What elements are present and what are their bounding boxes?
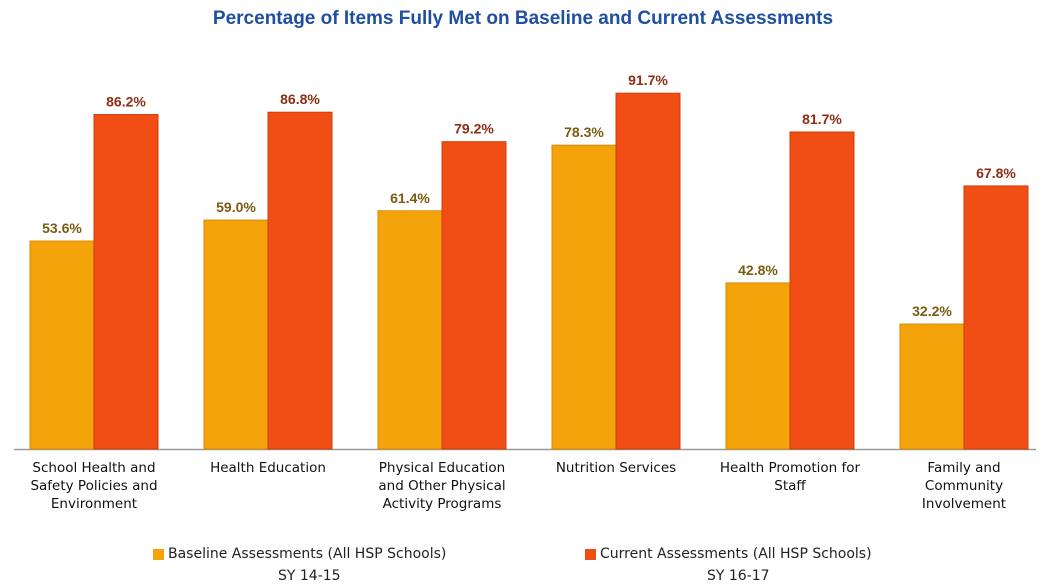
chart-title: Percentage of Items Fully Met on Baselin… (212, 8, 834, 29)
legend-subtitle-current: SY 16-17 (707, 568, 770, 584)
category-label-4-line-1: Staff (774, 478, 806, 494)
bar-baseline-2 (377, 210, 443, 450)
data-label-baseline-0: 53.6% (42, 220, 82, 236)
data-label-baseline-1: 59.0% (216, 199, 256, 215)
category-label-1-line-0: Health Education (210, 460, 326, 476)
data-label-baseline-3: 78.3% (564, 124, 604, 140)
data-label-current-3: 91.7% (628, 72, 668, 88)
legend-label-current: Current Assessments (All HSP Schools) (600, 546, 872, 562)
bar-baseline-3 (551, 144, 617, 450)
category-label-0-line-2: Environment (51, 496, 137, 512)
data-label-baseline-5: 32.2% (912, 303, 952, 319)
category-label-2-line-1: and Other Physical (378, 478, 505, 494)
legend-item-current: Current Assessments (All HSP Schools) (585, 546, 872, 562)
bar-current-2 (441, 141, 507, 450)
legend-item-baseline: Baseline Assessments (All HSP Schools) (153, 546, 446, 562)
bar-current-4 (789, 131, 855, 450)
data-label-current-0: 86.2% (106, 94, 146, 110)
bar-baseline-1 (203, 219, 269, 450)
legend-label-baseline: Baseline Assessments (All HSP Schools) (168, 546, 447, 562)
category-label-2-line-2: Activity Programs (383, 496, 502, 512)
bar-baseline-4 (725, 282, 791, 450)
category-label-5-line-2: Involvement (922, 496, 1006, 512)
data-label-current-2: 79.2% (454, 121, 494, 137)
category-label-0-line-1: Safety Policies and (30, 478, 157, 494)
bar-current-5 (963, 185, 1029, 450)
legend: Baseline Assessments (All HSP Schools) S… (0, 546, 1046, 586)
data-label-current-5: 67.8% (976, 165, 1016, 181)
category-label-0-line-0: School Health and (32, 460, 155, 476)
bar-current-1 (267, 111, 333, 450)
bar-current-3 (615, 92, 681, 450)
bar-baseline-5 (899, 323, 965, 450)
data-label-baseline-4: 42.8% (738, 262, 778, 278)
category-label-2-line-0: Physical Education (379, 460, 505, 476)
legend-swatch-current (585, 548, 596, 560)
legend-swatch-baseline (153, 548, 164, 560)
legend-subtitle-baseline: SY 14-15 (278, 568, 341, 584)
bar-baseline-0 (29, 240, 95, 450)
category-label-5-line-0: Family and (927, 460, 1000, 476)
category-label-4-line-0: Health Promotion for (720, 460, 861, 476)
data-label-current-1: 86.8% (280, 91, 320, 107)
bar-current-0 (93, 114, 159, 450)
data-label-current-4: 81.7% (802, 111, 842, 127)
bar-chart: 53.6% 86.2% School Health and Safety Polici… (14, 72, 1036, 512)
data-label-baseline-2: 61.4% (390, 190, 430, 206)
category-label-3-line-0: Nutrition Services (556, 460, 676, 476)
category-label-5-line-1: Community (925, 478, 1003, 494)
